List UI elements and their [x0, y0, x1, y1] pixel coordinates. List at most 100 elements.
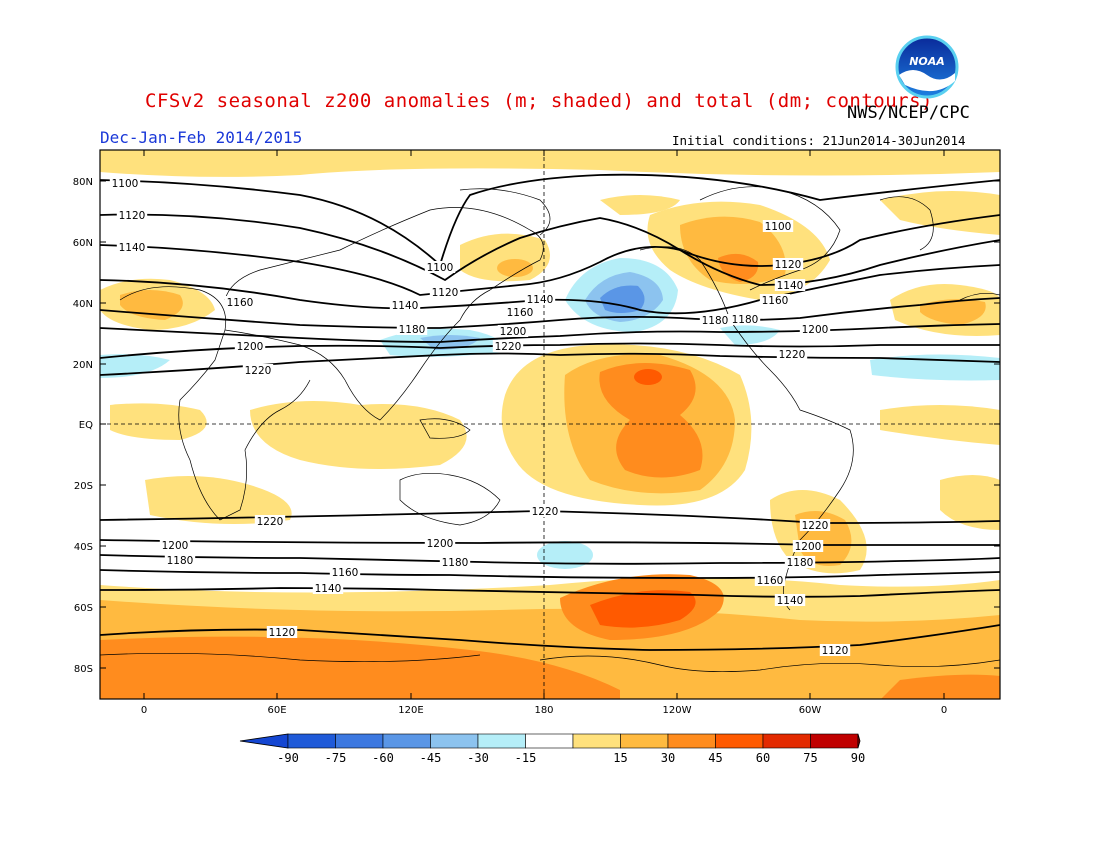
contour-label: 1200: [427, 538, 454, 550]
colorbar-segment: [667, 733, 716, 749]
contour-label: 1200: [500, 326, 527, 338]
contour-line: [100, 239, 1000, 296]
lat-label: 80S: [74, 664, 93, 675]
colorbar-label: 90: [851, 751, 865, 765]
colorbar-label: 60: [756, 751, 770, 765]
contour-label: 1180: [702, 315, 729, 327]
contour-label: 1180: [167, 555, 194, 567]
colorbar-segment: [525, 733, 574, 749]
contour-label-bg: [254, 515, 286, 527]
contour-label: 1140: [392, 300, 419, 312]
contour-label: 1200: [162, 540, 189, 552]
lon-label: 60W: [799, 705, 822, 716]
contour-label-bg: [164, 554, 196, 566]
contour-labels: 1100 1120 1140 1100 1120 1140 1160 1180 1200 1220…: [109, 177, 851, 657]
contour-label-bg: [529, 505, 561, 517]
contour-label-bg: [819, 644, 851, 656]
contour-label-bg: [224, 296, 256, 308]
contour-label-bg: [266, 626, 298, 638]
colorbar-arrow-left: [239, 733, 289, 749]
lat-label: 40N: [73, 299, 93, 310]
contour-label-bg: [524, 293, 556, 305]
colorbar-label: -15: [515, 751, 537, 765]
contour-label: 1220: [495, 341, 522, 353]
contour-line: [100, 624, 1000, 651]
colorbar-label: 15: [613, 751, 627, 765]
contour-label-bg: [389, 299, 421, 311]
contour-label-bg: [396, 323, 428, 335]
lon-label: 120E: [398, 705, 423, 716]
forecast-period: Dec-Jan-Feb 2014/2015: [100, 128, 303, 147]
contour-label-bg: [772, 258, 804, 270]
noaa-logo-text: NOAA: [909, 55, 945, 68]
colorbar-segment: [430, 733, 479, 749]
contour-label-bg: [116, 209, 148, 221]
contour-line: [100, 297, 1000, 329]
colorbar-label: 45: [708, 751, 722, 765]
lat-label: 20N: [73, 360, 93, 371]
contour-line: [100, 554, 1000, 565]
contour-line: [100, 173, 1000, 267]
contour-label: 1160: [332, 567, 359, 579]
lat-label: 80N: [73, 177, 93, 188]
latitude-axis: 80N 60N 40N 20N EQ 20S 40S 60S 80S: [73, 177, 1000, 675]
contour-label-bg: [774, 279, 806, 291]
contour-line: [100, 342, 1000, 359]
contour-label-bg: [792, 540, 824, 552]
colorbar-label: 30: [661, 751, 675, 765]
contour-label: 1180: [399, 324, 426, 336]
chart-title: CFSv2 seasonal z200 anomalies (m; shaded…: [145, 90, 933, 112]
colorbar-segment: [287, 733, 336, 749]
lon-label: 60E: [267, 705, 286, 716]
contour-label-bg: [799, 519, 831, 531]
contour-label: 1100: [427, 262, 454, 274]
contour-label-bg: [424, 261, 456, 273]
colorbar-segment: [762, 733, 811, 749]
contour-label-bg: [312, 582, 344, 594]
contour-label: 1120: [432, 287, 459, 299]
contour-label-bg: [504, 306, 536, 318]
contour-label-bg: [234, 340, 266, 352]
contour-label-bg: [699, 314, 731, 326]
lat-label: 60S: [74, 603, 93, 614]
contour-label-bg: [729, 313, 761, 325]
height-contours: [100, 173, 1000, 651]
contour-label-bg: [492, 340, 524, 352]
colorbar-segment: [620, 733, 669, 749]
contour-label: 1100: [112, 178, 139, 190]
lon-label: 180: [534, 705, 553, 716]
contour-line: [100, 352, 1000, 376]
contour-label-bg: [497, 325, 529, 337]
longitude-axis: 0 60E 120E 180 120W 60W 0: [141, 150, 947, 716]
contour-label: 1180: [442, 557, 469, 569]
contour-label: 1120: [119, 210, 146, 222]
colorbar-label: -45: [420, 751, 442, 765]
contour-label: 1140: [315, 583, 342, 595]
contour-label-bg: [109, 177, 141, 189]
contour-label: 1120: [775, 259, 802, 271]
lat-label: EQ: [79, 420, 93, 431]
contour-label: 1180: [787, 557, 814, 569]
contour-label-bg: [429, 286, 461, 298]
initial-conditions: Initial conditions: 21Jun2014-30Jun2014: [672, 133, 966, 148]
contour-label: 1220: [245, 365, 272, 377]
contour-label-bg: [116, 241, 148, 253]
contour-label: 1160: [507, 307, 534, 319]
contour-label: 1180: [732, 314, 759, 326]
contour-label: 1140: [119, 242, 146, 254]
contour-label-bg: [774, 594, 806, 606]
coastlines: [100, 186, 1000, 673]
colorbar-label: -60: [372, 751, 394, 765]
colorbar-segment: [810, 733, 859, 749]
lat-label: 40S: [74, 542, 93, 553]
colorbar-segment: [477, 733, 526, 749]
reference-lines: [100, 150, 1000, 699]
agency-label: NWS/NCEP/CPC: [847, 103, 970, 123]
colorbar-label: -30: [467, 751, 489, 765]
contour-label: 1160: [227, 297, 254, 309]
colorbar-label: 75: [803, 751, 817, 765]
lat-label: 60N: [73, 238, 93, 249]
contour-label: 1220: [257, 516, 284, 528]
contour-label: 1200: [237, 341, 264, 353]
contour-label: 1200: [795, 541, 822, 553]
